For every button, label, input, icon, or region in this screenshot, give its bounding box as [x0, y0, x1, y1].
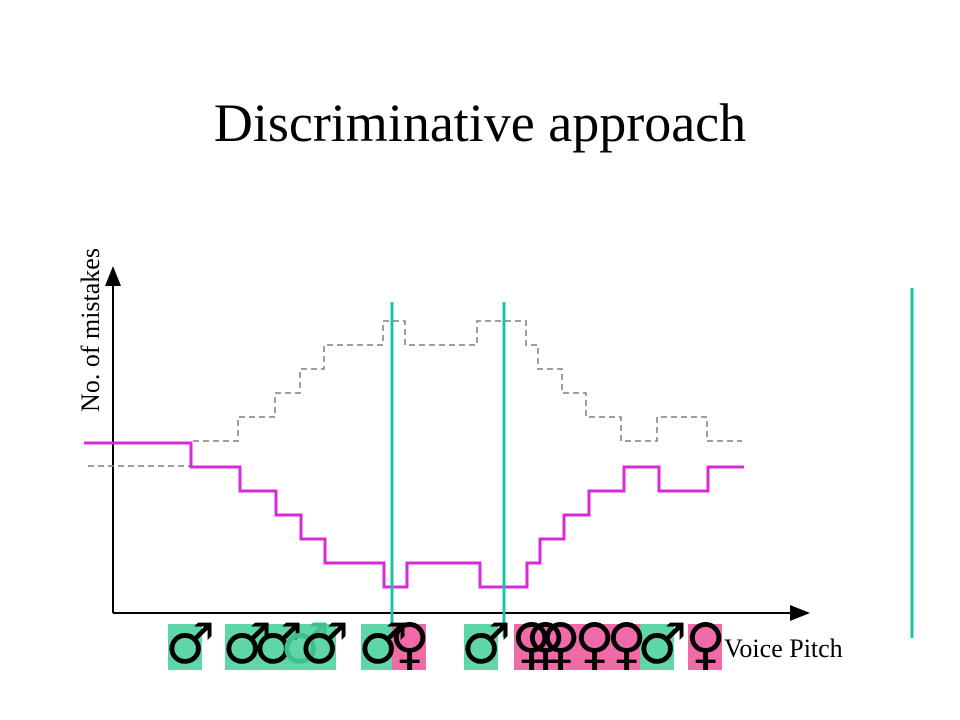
female-sample-box: [392, 624, 426, 670]
male-symbol-icon: ♂: [165, 612, 216, 677]
female-sample-box: [543, 624, 577, 670]
male-sample-box: [464, 624, 498, 670]
x-axis-label: Voice Pitch: [724, 634, 843, 663]
male-sample-box: [302, 624, 336, 670]
female-symbol-icon: ♀: [540, 612, 582, 677]
male-symbol-icon: ♂: [299, 612, 350, 677]
female-sample-box: [577, 624, 611, 670]
female-symbol-icon: ♀: [525, 612, 567, 677]
slide-title: Discriminative approach: [213, 93, 747, 153]
male-symbol-icon: ♂: [461, 612, 512, 677]
female-sample-box: [688, 624, 722, 670]
female-sample-box: [609, 624, 643, 670]
male-sample-box: [640, 624, 674, 670]
female-symbol-icon: ♀: [685, 612, 727, 677]
dashed-error-curve: [88, 320, 742, 467]
solid-error-curve: [84, 441, 744, 589]
female-symbol-icon: ♀: [389, 612, 431, 677]
male-sample-box: [168, 624, 202, 670]
male-sample-box: [361, 624, 395, 670]
male-symbol-icon: ♂: [637, 612, 688, 677]
female-symbol-icon: ♀: [606, 612, 648, 677]
female-symbol-icon: ♀: [511, 612, 553, 677]
male-sample-box: [225, 624, 259, 670]
female-symbol-icon: ♀: [574, 612, 616, 677]
